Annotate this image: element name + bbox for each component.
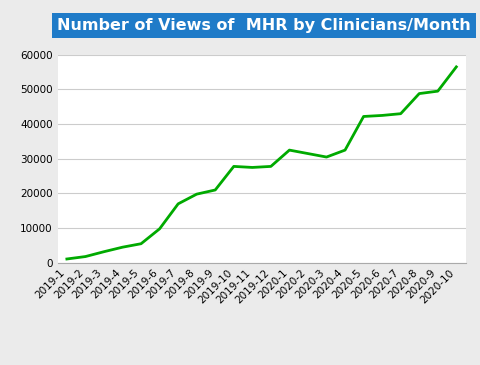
Text: Number of Views of  MHR by Clinicians/Month: Number of Views of MHR by Clinicians/Mon… xyxy=(57,18,471,33)
